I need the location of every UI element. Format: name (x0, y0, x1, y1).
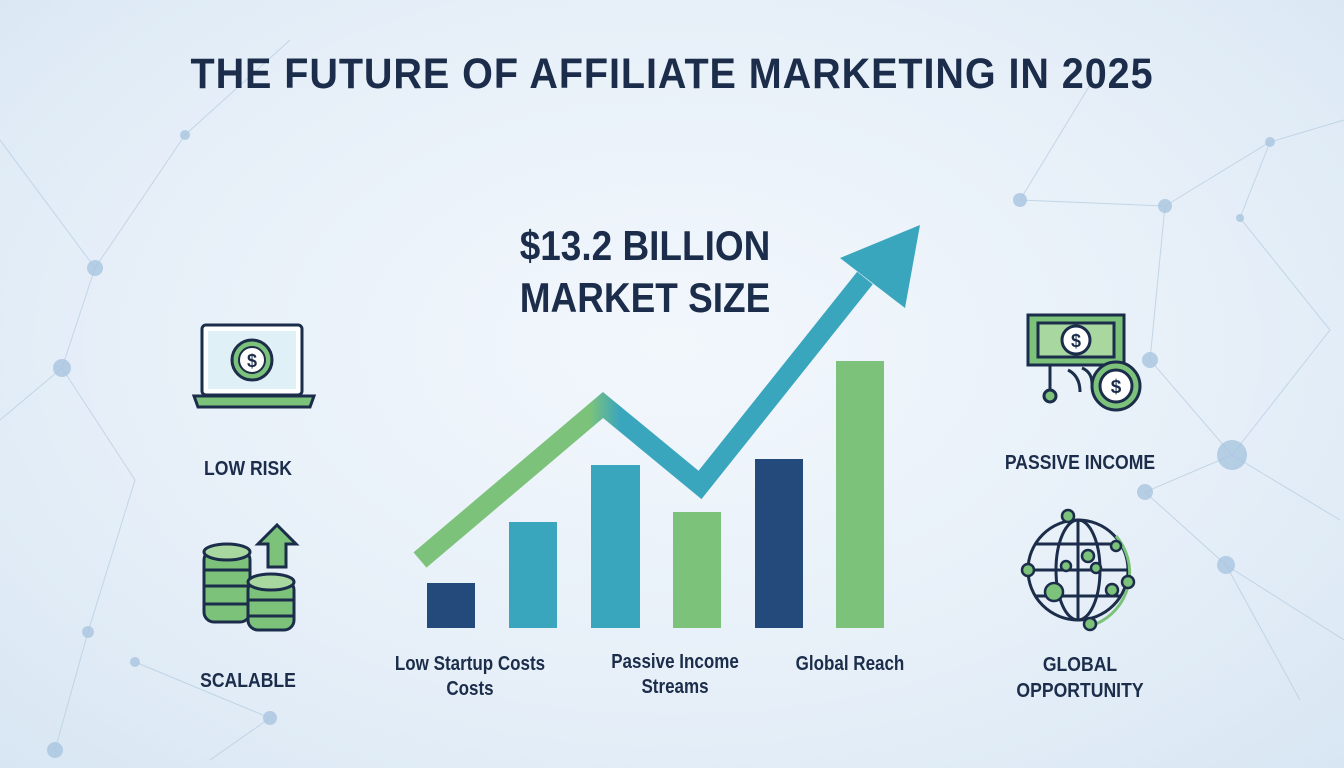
trend-arrow-head (840, 225, 920, 308)
market-size-label: MARKET SIZE (519, 274, 771, 321)
svg-text:$: $ (1071, 331, 1081, 351)
chart-label-2: Passive Income (611, 651, 739, 673)
bar-2 (509, 522, 557, 628)
bar-6 (836, 361, 884, 628)
money-bill-coin-icon: $ $ (1026, 313, 1142, 412)
laptop-dollar-icon: $ (192, 323, 316, 409)
chart-label-1-line2: Costs (446, 678, 494, 700)
feature-global-line2: OPPORTUNITY (1016, 680, 1144, 702)
bar-4 (673, 512, 721, 628)
chart-label-2-line2: Streams (641, 676, 709, 698)
chart-label-1: Low Startup Costs (394, 653, 546, 675)
trend-arrow-line (413, 271, 873, 568)
bar-3 (591, 465, 640, 628)
svg-text:$: $ (247, 351, 257, 371)
feature-scalable: SCALABLE (200, 670, 296, 692)
bar-1 (427, 583, 475, 628)
bar-5 (755, 459, 803, 628)
coins-stack-arrow-icon (202, 522, 300, 632)
feature-global-line1: GLOBAL (1042, 654, 1118, 676)
globe-network-icon (1020, 508, 1136, 632)
feature-low-risk: LOW RISK (204, 458, 292, 480)
page-title: THE FUTURE OF AFFILIATE MARKETING IN 202… (190, 50, 1154, 98)
market-size-value: $13.2 BILLION (519, 222, 771, 269)
svg-text:$: $ (1111, 377, 1122, 398)
chart-label-3: Global Reach (795, 653, 905, 675)
feature-passive-income: PASSIVE INCOME (1004, 452, 1156, 474)
